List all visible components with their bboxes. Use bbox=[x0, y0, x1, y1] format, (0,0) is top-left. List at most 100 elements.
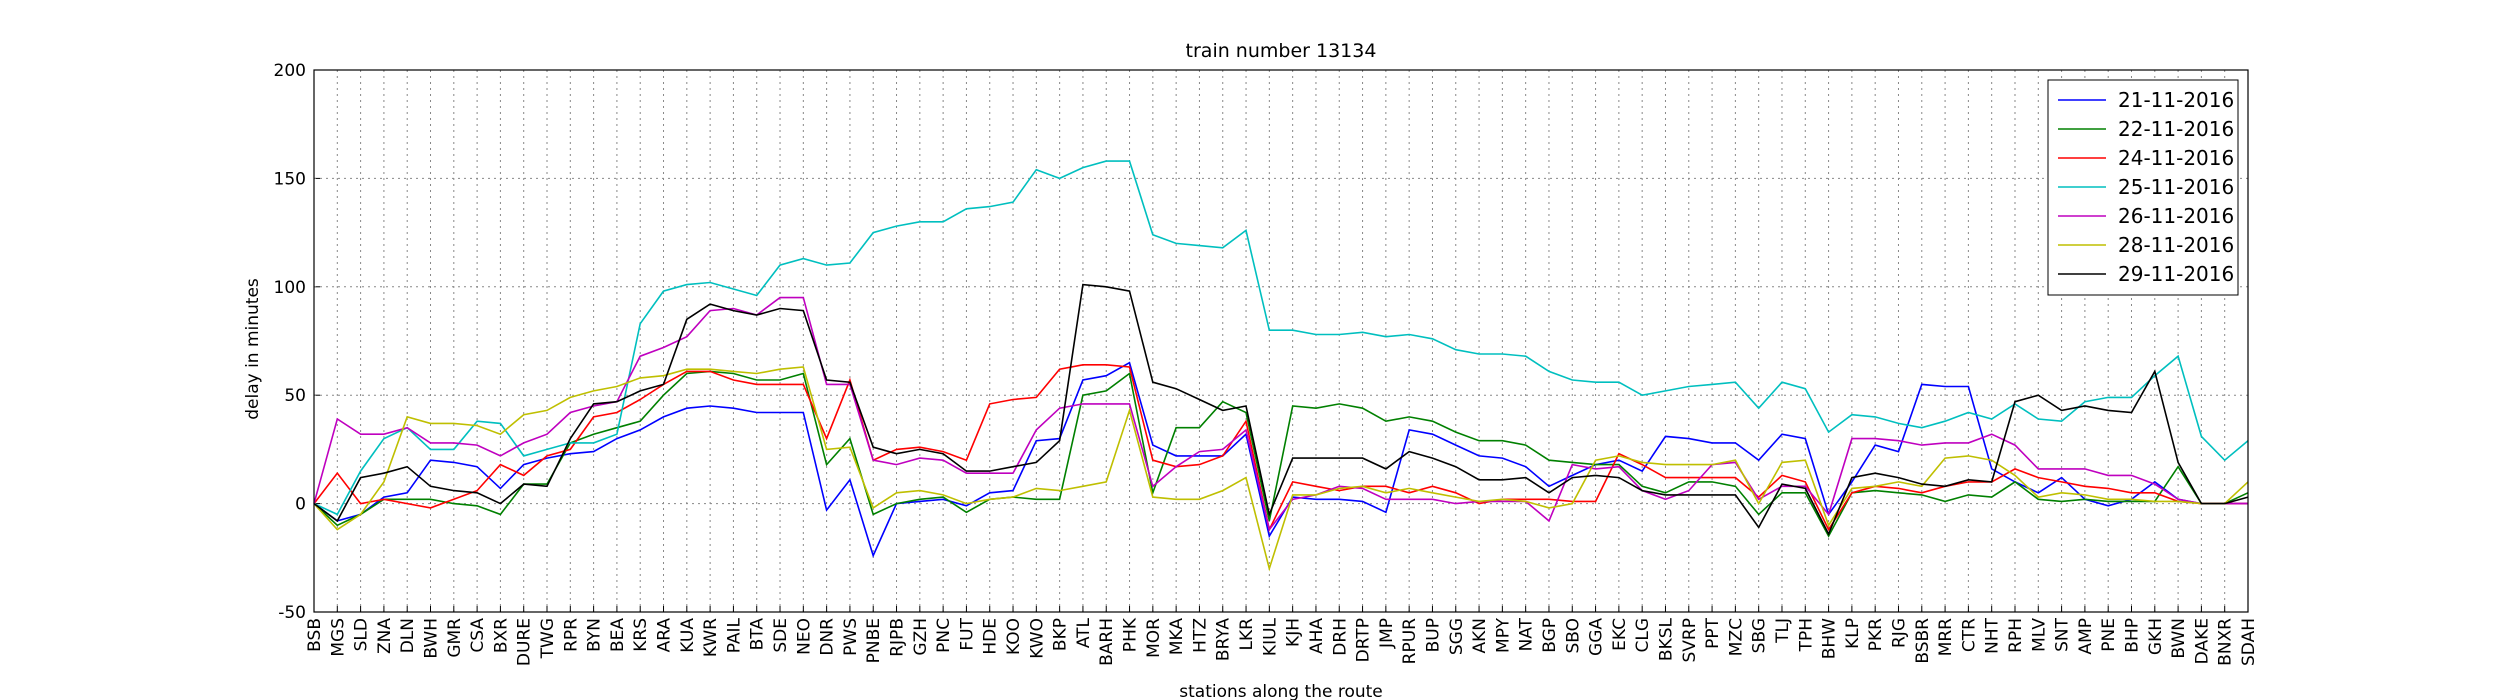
x-tick-label: EKC bbox=[1610, 618, 1630, 651]
x-tick-label: RJG bbox=[1889, 618, 1909, 648]
y-tick-label: 200 bbox=[274, 61, 306, 81]
x-tick-label: SLD bbox=[352, 618, 372, 651]
series-line bbox=[313, 283, 2249, 536]
x-tick-label: KWR bbox=[701, 618, 721, 657]
series-line bbox=[313, 370, 2249, 538]
series-line bbox=[313, 296, 2248, 532]
x-tick-label: KJH bbox=[1284, 618, 1304, 647]
x-tick-label: BKSL bbox=[1656, 617, 1676, 661]
x-tick-label: RPUR bbox=[1400, 618, 1420, 665]
x-axis-label: stations along the route bbox=[1179, 682, 1383, 700]
x-tick-label: CSA bbox=[468, 618, 488, 653]
x-tick-label: MGS bbox=[328, 618, 348, 657]
y-tick-label: 50 bbox=[284, 386, 306, 406]
x-tick-label: BEA bbox=[608, 618, 628, 652]
series-line bbox=[313, 366, 2249, 572]
x-tick-label: PKR bbox=[1866, 618, 1886, 651]
x-tick-label: KRS bbox=[631, 618, 651, 652]
x-tick-label: MKA bbox=[1167, 618, 1187, 656]
x-tick-label: AMP bbox=[2076, 618, 2096, 655]
x-tick-label: NEO bbox=[794, 618, 814, 655]
x-tick-label: ARA bbox=[655, 618, 675, 653]
x-tick-label: MZC bbox=[1726, 618, 1746, 656]
x-tick-label: BARH bbox=[1097, 618, 1117, 666]
x-tick-label: KWO bbox=[1027, 618, 1047, 659]
x-tick-label: KLP bbox=[1843, 618, 1863, 649]
x-tick-label: PHK bbox=[1121, 617, 1141, 652]
x-tick-label: SGG bbox=[1447, 618, 1467, 655]
legend-label: 29-11-2016 bbox=[2118, 262, 2234, 286]
x-tick-label: RJPB bbox=[888, 618, 908, 657]
x-tick-label: NHT bbox=[1983, 617, 2003, 654]
x-tick-label: ATL bbox=[1074, 617, 1094, 648]
x-tick-label: BTA bbox=[748, 618, 768, 651]
x-tick-label: TWG bbox=[538, 618, 558, 659]
chart-title: train number 13134 bbox=[1186, 40, 1377, 62]
x-tick-label: ZNA bbox=[375, 618, 395, 654]
x-tick-label: BXR bbox=[491, 618, 511, 653]
y-tick-label: 100 bbox=[274, 278, 306, 298]
legend-label: 25-11-2016 bbox=[2118, 175, 2234, 199]
x-tick-label: BKP bbox=[1051, 618, 1071, 651]
x-tick-label: GKH bbox=[2146, 618, 2166, 655]
x-tick-label: SBO bbox=[1563, 618, 1583, 654]
x-tick-label: BNXR bbox=[2216, 618, 2236, 666]
x-tick-label: BGP bbox=[1540, 618, 1560, 653]
x-tick-label: GZH bbox=[911, 618, 931, 656]
x-tick-label: DRH bbox=[1330, 618, 1350, 656]
x-tick-label: BWH bbox=[422, 618, 442, 659]
y-tick-label: 150 bbox=[274, 169, 306, 189]
x-tick-label: BSBR bbox=[1913, 618, 1933, 664]
legend-label: 26-11-2016 bbox=[2118, 204, 2234, 228]
x-tick-label: BHW bbox=[1820, 618, 1840, 659]
x-tick-label: TPH bbox=[1796, 618, 1816, 652]
series-line bbox=[313, 364, 2248, 533]
series-line bbox=[313, 361, 2248, 558]
x-tick-label: LKR bbox=[1237, 618, 1257, 651]
legend-label: 21-11-2016 bbox=[2118, 88, 2234, 112]
x-tick-label: TLJ bbox=[1773, 618, 1793, 644]
x-tick-label: BWN bbox=[2169, 618, 2189, 659]
x-tick-label: DRTP bbox=[1354, 618, 1374, 662]
x-tick-label: BYN bbox=[585, 618, 605, 652]
x-tick-label: AKN bbox=[1470, 618, 1490, 654]
y-axis-label: delay in minutes bbox=[243, 278, 263, 420]
x-tick-label: CTR bbox=[1959, 618, 1979, 652]
x-tick-label: JMP bbox=[1377, 618, 1397, 649]
x-tick-label: NAT bbox=[1517, 617, 1537, 651]
legend-label: 22-11-2016 bbox=[2118, 117, 2234, 141]
x-tick-label: RPR bbox=[561, 618, 581, 652]
y-tick-label: -50 bbox=[278, 603, 306, 623]
x-tick-label: DNR bbox=[818, 618, 838, 656]
x-tick-label: BSB bbox=[305, 618, 325, 652]
x-tick-label: PPT bbox=[1703, 617, 1723, 649]
x-tick-label: MRR bbox=[1936, 618, 1956, 656]
y-tick-label: 0 bbox=[295, 495, 306, 515]
x-tick-label: SDAH bbox=[2239, 618, 2259, 666]
x-tick-label: BUP bbox=[1423, 618, 1443, 652]
x-tick-label: DAKE bbox=[2192, 618, 2212, 664]
x-tick-label: PNC bbox=[934, 618, 954, 653]
x-tick-label: PNBE bbox=[864, 618, 884, 663]
x-tick-label: GMR bbox=[445, 618, 465, 658]
legend-label: 24-11-2016 bbox=[2118, 146, 2234, 170]
x-tick-label: SDE bbox=[771, 618, 791, 653]
x-tick-label: AHA bbox=[1307, 618, 1327, 654]
x-tick-label: SVRP bbox=[1680, 618, 1700, 662]
x-tick-label: PNE bbox=[2099, 618, 2119, 652]
x-tick-label: BRYA bbox=[1214, 618, 1234, 661]
x-tick-label: PWS bbox=[841, 618, 861, 656]
series-line bbox=[313, 160, 2249, 516]
legend-label: 28-11-2016 bbox=[2118, 233, 2234, 257]
x-tick-label: KIUL bbox=[1260, 617, 1280, 656]
x-tick-label: KOO bbox=[1004, 618, 1024, 655]
x-tick-label: HTZ bbox=[1190, 618, 1210, 653]
x-tick-label: KUA bbox=[678, 618, 698, 653]
x-tick-label: MPY bbox=[1493, 617, 1513, 653]
x-tick-label: RPH bbox=[2006, 618, 2026, 653]
x-tick-label: GGA bbox=[1587, 618, 1607, 656]
x-tick-label: DURE bbox=[515, 618, 535, 666]
x-tick-label: BHP bbox=[2122, 618, 2142, 653]
x-tick-label: SNT bbox=[2053, 617, 2073, 652]
